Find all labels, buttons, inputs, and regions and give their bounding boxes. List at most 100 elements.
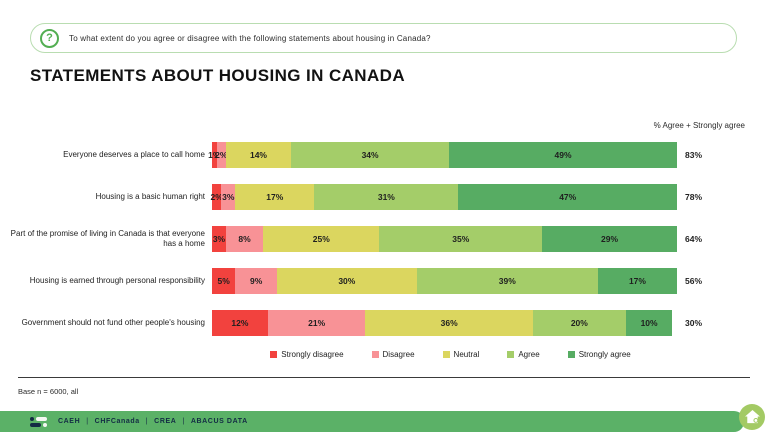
- footer-orgs: CAEH | CHFCanada | CREA | ABACUS DATA: [58, 418, 248, 425]
- bar-segment-neutral: 36%: [365, 310, 533, 336]
- bar-segment-agree: 35%: [379, 226, 543, 252]
- bar-segment-strongly-disagree: 5%: [212, 268, 236, 294]
- segment-value-label: 17%: [266, 192, 284, 202]
- org-separator: |: [145, 418, 149, 425]
- segment-value-label: 29%: [601, 234, 619, 244]
- bar-segment-neutral: 14%: [225, 142, 292, 168]
- segment-value-label: 20%: [570, 318, 588, 328]
- legend-label: Agree: [518, 350, 540, 359]
- bar-segment-disagree: 9%: [235, 268, 278, 294]
- legend-swatch: [371, 351, 379, 358]
- legend-swatch: [442, 351, 450, 358]
- legend-swatch: [270, 351, 278, 358]
- segment-value-label: 1%: [208, 150, 221, 160]
- bar-segment-agree: 34%: [291, 142, 450, 168]
- segment-value-label: 2%: [215, 150, 228, 160]
- divider-line: [18, 377, 750, 378]
- legend-item-neutral: Neutral: [442, 350, 480, 359]
- segment-value-label: 10%: [640, 318, 658, 328]
- bar-stack: 12% 21% 36% 20% 10%: [212, 310, 677, 336]
- page-title: STATEMENTS ABOUT HOUSING IN CANADA: [30, 66, 405, 85]
- totals-column-header: % Agree + Strongly agree: [653, 121, 745, 130]
- category-label: Government should not fund other people'…: [21, 317, 205, 327]
- bar-stack: 3% 8% 25% 35% 29%: [212, 226, 677, 252]
- bar-segment-strongly-disagree: 3%: [212, 226, 226, 252]
- org-name: CREA: [154, 418, 177, 425]
- abacus-logo-icon: [30, 416, 47, 427]
- segment-value-label: 36%: [440, 318, 458, 328]
- stacked-bar-chart: Everyone deserves a place to call home 1%…: [0, 142, 768, 352]
- question-icon-glyph: ?: [46, 31, 53, 44]
- row-total-label: 83%: [685, 150, 703, 160]
- legend-swatch: [567, 351, 575, 358]
- bar-segment-disagree: 8%: [225, 226, 264, 252]
- base-note: Base n = 6000, all: [18, 387, 79, 396]
- legend-swatch: [507, 351, 515, 358]
- segment-value-label: 47%: [559, 192, 577, 202]
- bar-segment-strongly-agree: 49%: [449, 142, 677, 168]
- question-icon: ?: [40, 28, 59, 48]
- bar-segment-strongly-disagree: 12%: [212, 310, 268, 336]
- bar-segment-neutral: 17%: [235, 184, 315, 210]
- bar-segment-strongly-agree: 10%: [625, 310, 673, 336]
- bar-stack: 1% 2% 14% 34% 49%: [208, 142, 677, 168]
- legend-item-disagree: Disagree: [371, 350, 415, 359]
- category-label: Everyone deserves a place to call home: [63, 149, 205, 159]
- home-logo-badge: [739, 404, 765, 430]
- bar-segment-agree: 39%: [416, 268, 598, 294]
- segment-value-label: 8%: [238, 234, 251, 244]
- legend-label: Neutral: [453, 350, 480, 359]
- legend-label: Strongly agree: [578, 350, 631, 359]
- segment-value-label: 3%: [222, 192, 235, 202]
- row-total-label: 64%: [685, 234, 703, 244]
- category-label: Housing is a basic human right: [95, 191, 205, 201]
- footer-bar: CAEH | CHFCanada | CREA | ABACUS DATA: [0, 411, 744, 432]
- segment-value-label: 5%: [217, 276, 230, 286]
- category-label: Part of the promise of living in Canada …: [10, 228, 205, 248]
- bar-segment-strongly-disagree: 1%: [208, 142, 220, 168]
- bar-segment-neutral: 25%: [263, 226, 380, 252]
- segment-value-label: 21%: [308, 318, 326, 328]
- segment-value-label: 35%: [452, 234, 470, 244]
- bar-segment-neutral: 30%: [277, 268, 417, 294]
- legend-label: Disagree: [382, 350, 415, 359]
- chart-row: Part of the promise of living in Canada …: [0, 226, 768, 252]
- org-name: ABACUS DATA: [190, 418, 248, 425]
- legend-label: Strongly disagree: [281, 350, 344, 359]
- legend-item-strongly-disagree: Strongly disagree: [270, 350, 344, 359]
- bar-segment-strongly-disagree: 2%: [210, 184, 223, 210]
- house-icon: [744, 410, 760, 424]
- question-banner: ? To what extent do you agree or disagre…: [30, 23, 737, 53]
- bar-segment-disagree: 21%: [267, 310, 366, 336]
- bar-segment-agree: 20%: [532, 310, 626, 336]
- segment-value-label: 12%: [231, 318, 249, 328]
- category-label: Housing is earned through personal respo…: [29, 275, 205, 285]
- segment-value-label: 34%: [361, 150, 379, 160]
- segment-value-label: 9%: [250, 276, 263, 286]
- bar-segment-disagree: 2%: [215, 142, 228, 168]
- bar-segment-strongly-agree: 29%: [542, 226, 677, 252]
- org-name: CHFCanada: [94, 418, 140, 425]
- chart-row: Everyone deserves a place to call home 1%…: [0, 142, 768, 168]
- segment-value-label: 2%: [210, 192, 223, 202]
- bar-stack: 2% 3% 17% 31% 47%: [210, 184, 677, 210]
- segment-value-label: 17%: [628, 276, 646, 286]
- question-text: To what extent do you agree or disagree …: [69, 33, 431, 43]
- org-separator: |: [182, 418, 185, 425]
- bar-segment-disagree: 3%: [221, 184, 236, 210]
- org-name: CAEH: [58, 418, 81, 425]
- org-separator: |: [86, 418, 89, 425]
- bar-segment-agree: 31%: [314, 184, 459, 210]
- legend-item-agree: Agree: [507, 350, 540, 359]
- row-total-label: 56%: [685, 276, 703, 286]
- segment-value-label: 3%: [212, 234, 226, 244]
- chart-row: Housing is earned through personal respo…: [0, 268, 768, 294]
- segment-value-label: 31%: [377, 192, 395, 202]
- legend-item-strongly-agree: Strongly agree: [567, 350, 631, 359]
- segment-value-label: 25%: [312, 234, 330, 244]
- chart-legend: Strongly disagree Disagree Neutral Agree Str…: [218, 350, 683, 359]
- segment-value-label: 30%: [338, 276, 356, 286]
- chart-row: Housing is a basic human right 2% 3% 17% 31%…: [0, 184, 768, 210]
- row-total-label: 30%: [685, 318, 703, 328]
